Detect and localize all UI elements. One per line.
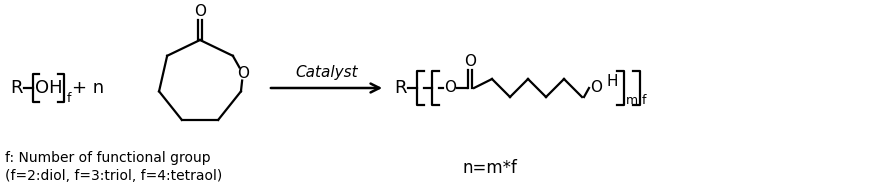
- Text: + n: + n: [72, 79, 104, 97]
- Text: n=m*f: n=m*f: [463, 159, 517, 177]
- Text: R: R: [394, 79, 406, 97]
- Text: (f=2:diol, f=3:triol, f=4:tetraol): (f=2:diol, f=3:triol, f=4:tetraol): [5, 169, 222, 183]
- Text: H: H: [606, 74, 618, 89]
- Text: O: O: [194, 4, 206, 20]
- Text: O: O: [237, 66, 249, 81]
- Text: f: f: [642, 94, 647, 107]
- Text: f: Number of functional group: f: Number of functional group: [5, 151, 211, 165]
- Text: Catalyst: Catalyst: [296, 65, 358, 80]
- Text: O: O: [590, 80, 602, 95]
- Text: m: m: [626, 94, 638, 107]
- Text: O: O: [464, 55, 476, 70]
- Text: R: R: [10, 79, 22, 97]
- Text: OH: OH: [35, 79, 63, 97]
- Text: O: O: [444, 80, 456, 95]
- Text: f: f: [67, 92, 71, 104]
